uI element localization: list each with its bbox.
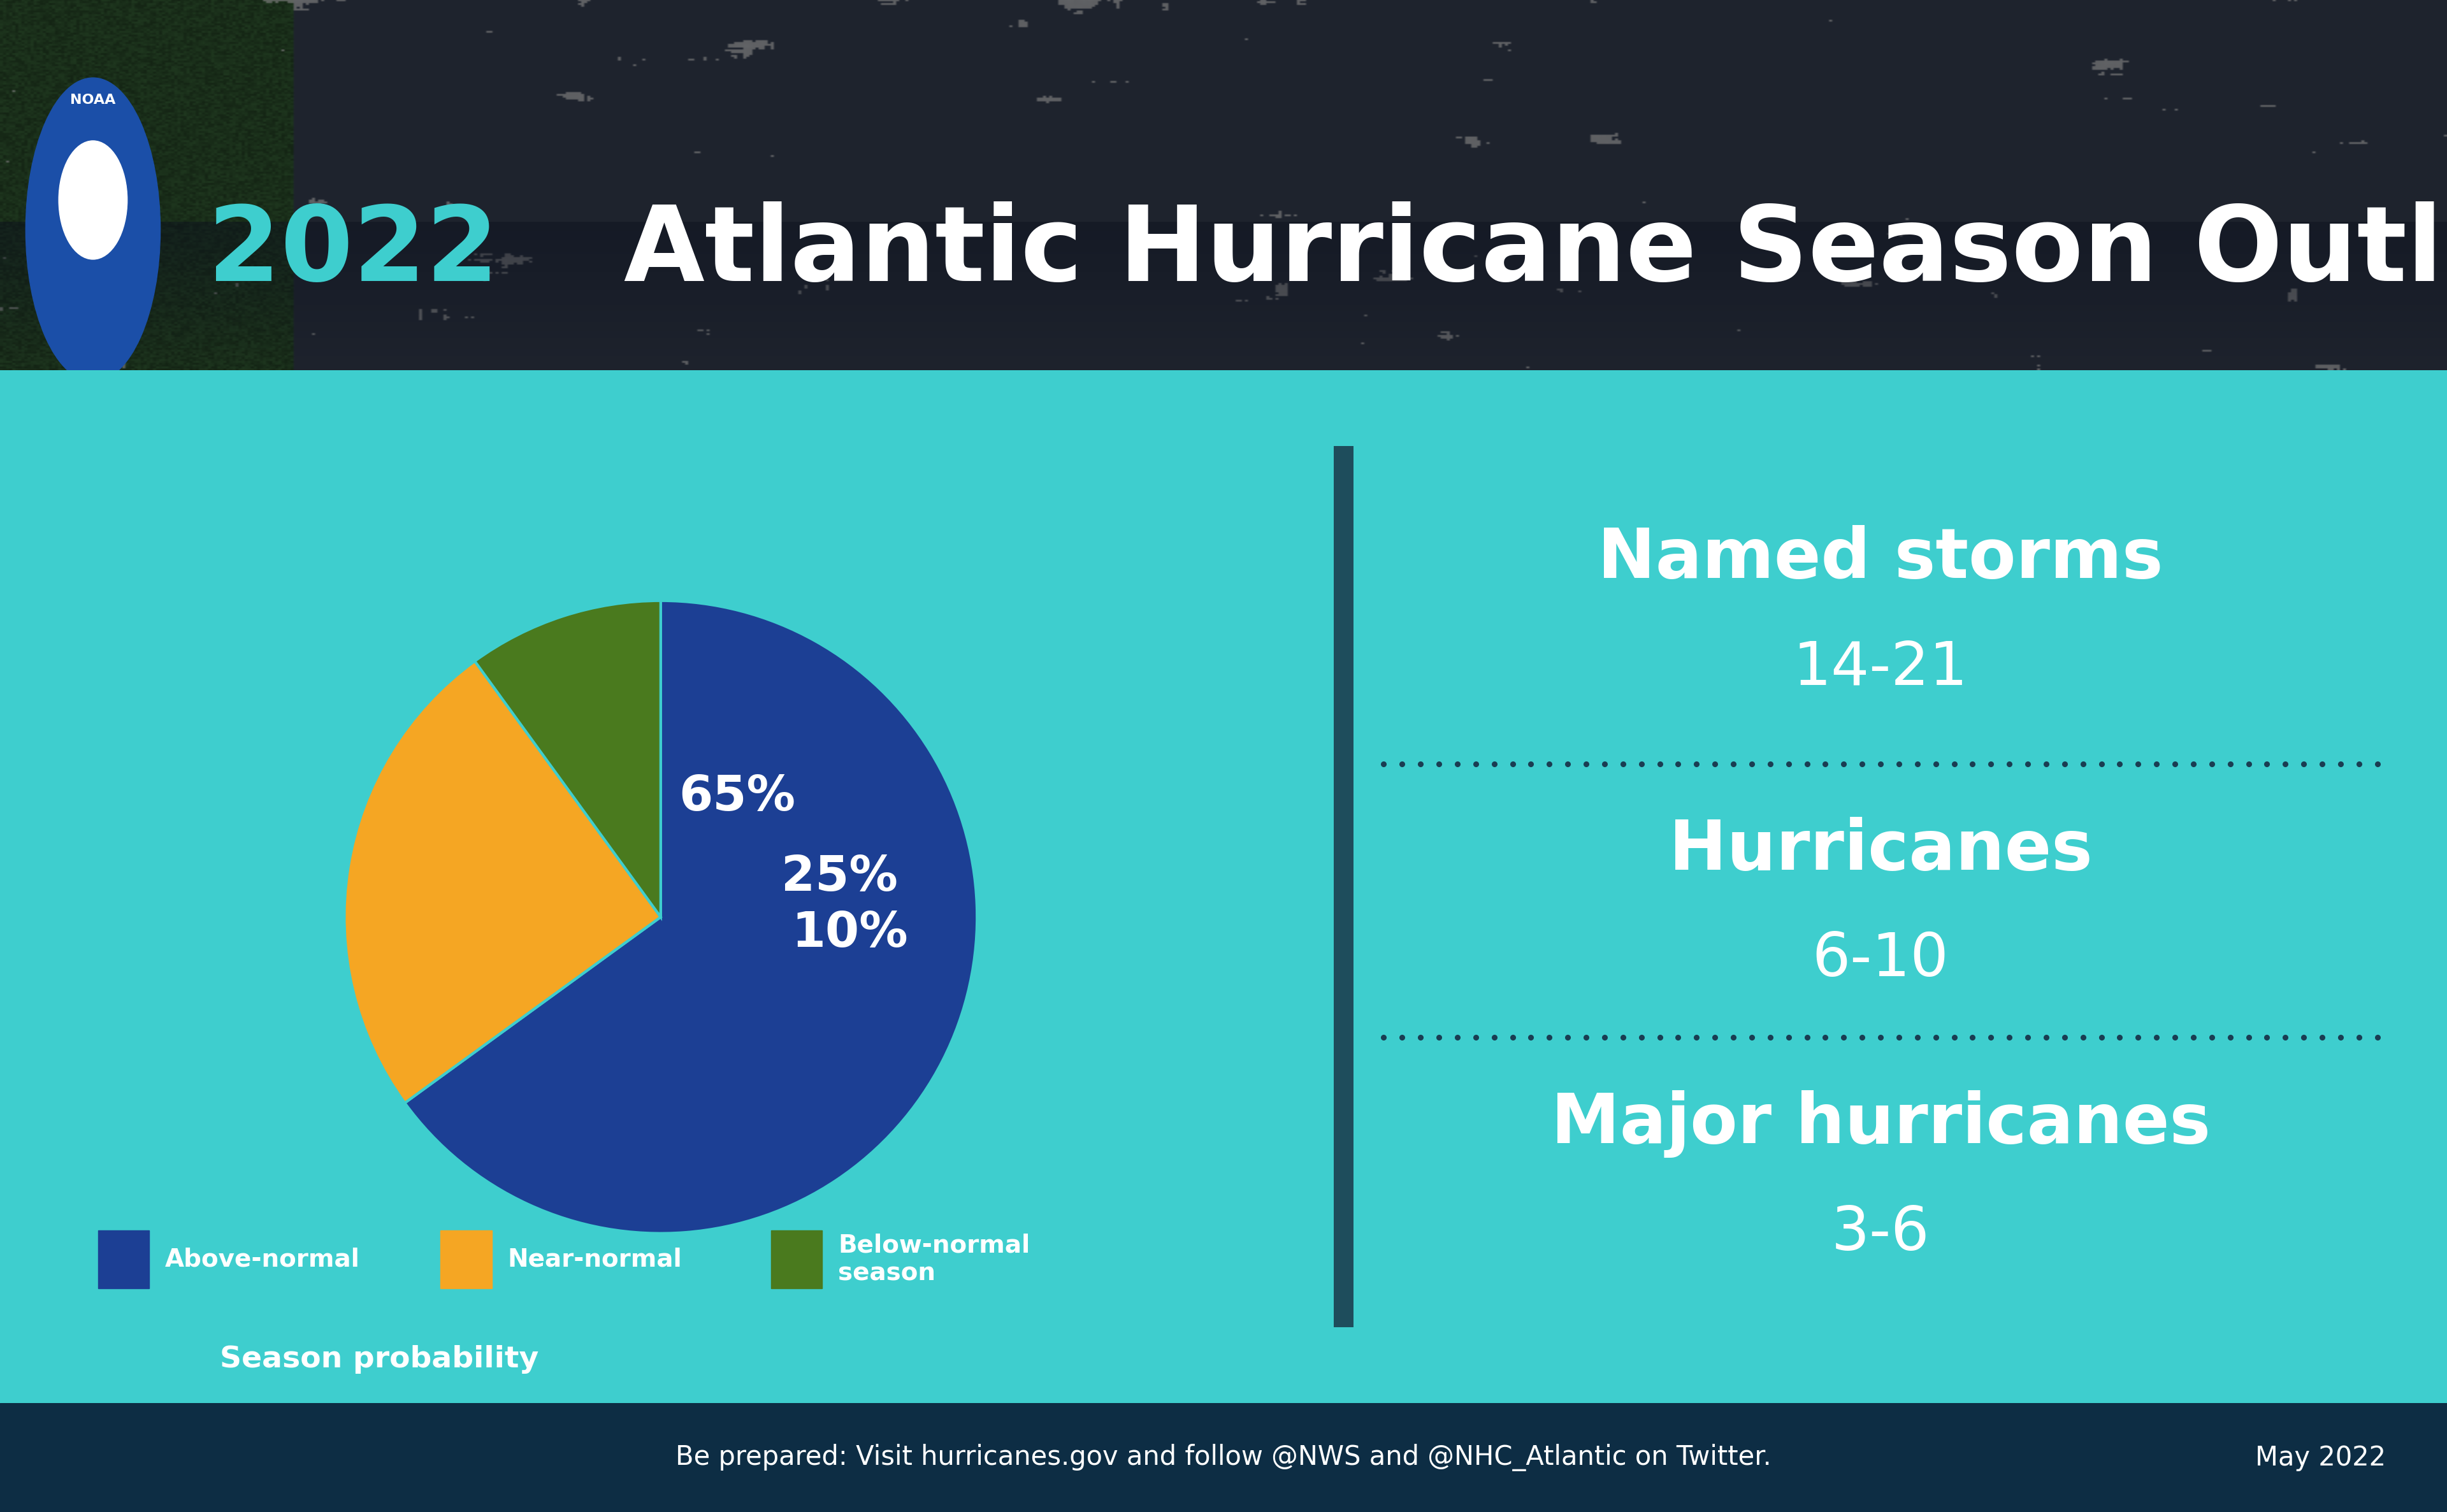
Wedge shape — [475, 600, 661, 916]
Bar — [440, 1231, 492, 1288]
Text: 65%: 65% — [678, 774, 795, 821]
Ellipse shape — [24, 77, 159, 381]
Text: 25%: 25% — [781, 854, 898, 901]
Text: Major hurricanes: Major hurricanes — [1551, 1090, 2210, 1158]
Text: NOAA: NOAA — [71, 94, 115, 106]
Text: Above-normal: Above-normal — [164, 1247, 360, 1272]
Text: 10%: 10% — [790, 910, 908, 957]
Text: 14-21: 14-21 — [1794, 638, 1967, 697]
Ellipse shape — [59, 141, 127, 260]
Text: 2022: 2022 — [208, 201, 499, 302]
Text: Named storms: Named storms — [1598, 525, 2163, 593]
Wedge shape — [404, 600, 976, 1234]
Bar — [771, 1231, 822, 1288]
Text: Near-normal: Near-normal — [509, 1247, 683, 1272]
Text: Be prepared: Visit hurricanes.gov and follow @NWS and @NHC_Atlantic on Twitter.: Be prepared: Visit hurricanes.gov and fo… — [675, 1444, 1772, 1471]
Bar — [98, 1231, 149, 1288]
Text: 6-10: 6-10 — [1813, 930, 1948, 989]
Text: May 2022: May 2022 — [2256, 1444, 2386, 1471]
Text: Atlantic Hurricane Season Outlook: Atlantic Hurricane Season Outlook — [587, 201, 2447, 302]
Text: Below-normal
season: Below-normal season — [837, 1234, 1030, 1285]
Wedge shape — [345, 661, 661, 1102]
Text: Hurricanes: Hurricanes — [1669, 816, 2092, 885]
Text: Season probability: Season probability — [220, 1344, 538, 1373]
Text: 3-6: 3-6 — [1830, 1204, 1931, 1263]
